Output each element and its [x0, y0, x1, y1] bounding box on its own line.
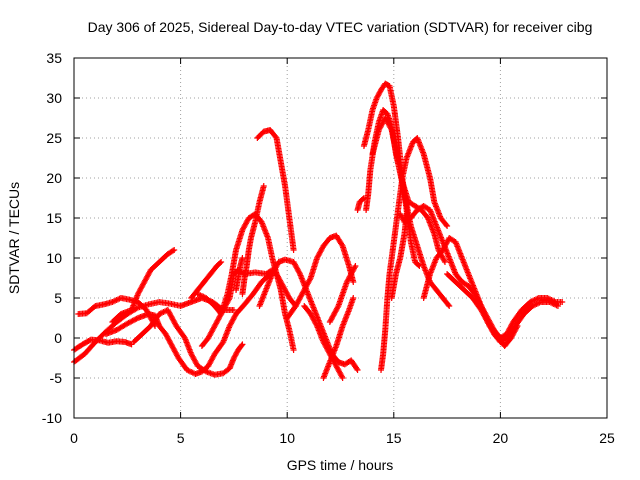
x-tick-label: 20 — [493, 430, 509, 446]
series-arc-12 — [254, 127, 297, 253]
x-tick-label: 10 — [279, 430, 295, 446]
x-tick-label: 5 — [177, 430, 185, 446]
data-point — [446, 303, 453, 309]
y-tick-label: 20 — [46, 170, 62, 186]
series-arc-7 — [188, 259, 225, 301]
data-point — [306, 276, 313, 283]
data-point — [351, 264, 358, 271]
data-point — [441, 257, 448, 264]
data-point — [171, 247, 178, 253]
series-arc-21 — [369, 115, 453, 309]
data-point — [218, 259, 225, 265]
data-point — [133, 315, 140, 322]
data-point — [443, 221, 450, 228]
data-point — [403, 211, 410, 217]
series-arc-26 — [444, 271, 521, 349]
data-point — [260, 183, 267, 189]
data-layer — [71, 80, 566, 381]
series-arc-15 — [301, 303, 346, 381]
series-arc-4 — [109, 247, 178, 325]
data-point — [169, 247, 176, 254]
series-arc-10 — [233, 255, 246, 293]
data-point — [290, 247, 297, 253]
data-point — [350, 295, 357, 301]
series-arc-17 — [326, 263, 359, 325]
data-point — [201, 367, 208, 374]
data-point — [230, 307, 237, 313]
data-point — [352, 263, 359, 269]
y-tick-label: 15 — [46, 210, 62, 226]
data-point — [334, 304, 341, 311]
tick-layer: 0 5 10 15 20 25 -10 -5 0 5 10 15 20 25 30 35 — [42, 50, 615, 446]
chart-title: Day 306 of 2025, Sidereal Day-to-day VTE… — [88, 19, 593, 35]
series-arc-13 — [256, 256, 361, 373]
data-point — [338, 373, 345, 380]
data-point — [559, 299, 566, 305]
data-point — [296, 269, 303, 276]
x-tick-label: 25 — [599, 430, 615, 446]
y-tick-label: 0 — [54, 330, 62, 346]
data-point — [91, 304, 98, 311]
y-tick-label: 35 — [46, 50, 62, 66]
plot-frame — [73, 57, 608, 419]
data-point — [554, 303, 561, 309]
series-arc-22 — [378, 135, 451, 373]
data-point — [445, 301, 452, 308]
x-axis-label: GPS time / hours — [287, 457, 394, 473]
series-arc-18 — [354, 195, 367, 213]
y-tick-label: 30 — [46, 90, 62, 106]
data-point — [339, 375, 346, 381]
y-tick-label: 10 — [46, 250, 62, 266]
data-point — [313, 321, 320, 328]
data-point — [353, 365, 360, 372]
data-point — [354, 367, 361, 373]
data-point — [217, 312, 224, 319]
x-tick-label: 15 — [386, 430, 402, 446]
data-point — [239, 255, 246, 261]
y-tick-label: -10 — [42, 410, 62, 426]
series-arc-16 — [320, 295, 357, 381]
data-point — [217, 260, 224, 266]
data-point — [359, 196, 366, 202]
y-tick-label: 25 — [46, 130, 62, 146]
y-tick-label: 5 — [54, 290, 62, 306]
data-point — [444, 223, 451, 229]
data-point — [239, 341, 246, 348]
x-tick-label: 0 — [70, 430, 78, 446]
y-axis-label: SDTVAR / TECUs — [6, 182, 22, 294]
data-point — [290, 347, 297, 353]
data-point — [350, 279, 357, 285]
data-point — [514, 323, 521, 329]
data-point — [272, 133, 279, 140]
series-arc-23 — [388, 211, 410, 301]
series-arc-6 — [130, 307, 246, 378]
y-tick-label: -5 — [50, 370, 63, 386]
series-arc-11 — [239, 183, 267, 297]
data-point — [513, 324, 520, 331]
data-point — [238, 342, 245, 349]
data-point — [387, 125, 394, 132]
data-point — [338, 241, 345, 248]
data-point — [441, 259, 448, 265]
